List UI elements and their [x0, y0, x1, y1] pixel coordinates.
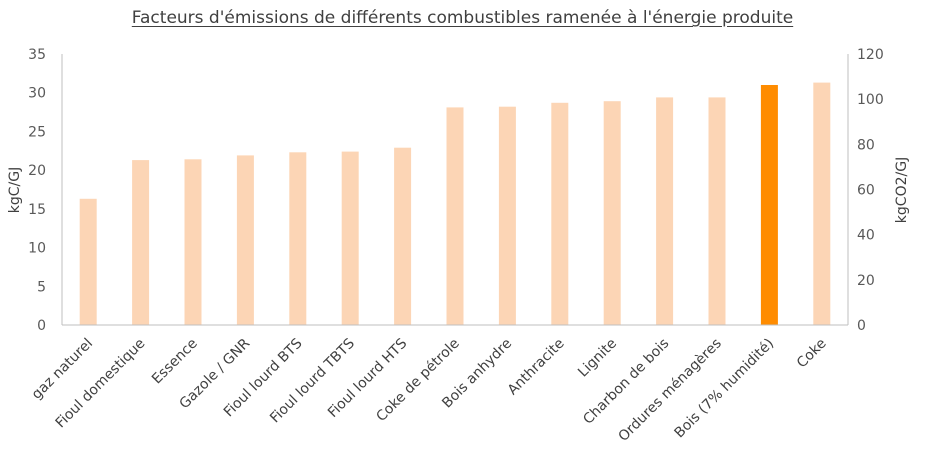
- y-tick-label-1: 5: [37, 279, 46, 295]
- right-tick-labels: 0 20 40 60 80 100 120: [857, 47, 884, 334]
- y-tick-label-5: 25: [28, 124, 46, 140]
- category-label-12: Ordures ménagères: [615, 336, 724, 445]
- y-tick-label-3: 15: [28, 202, 46, 218]
- bar-13: [760, 85, 778, 325]
- bar-14: [813, 82, 831, 325]
- category-label-14: Coke: [794, 336, 830, 372]
- y-tick-label-0: 0: [37, 318, 46, 334]
- bar-10: [603, 101, 621, 325]
- y2-tick-label-6: 120: [857, 47, 884, 63]
- y2-tick-label-0: 0: [857, 318, 866, 334]
- category-label-1: Fioul domestique: [53, 336, 149, 432]
- y2-axis-title: kgCO2/GJ: [894, 157, 910, 223]
- y2-tick-label-5: 100: [857, 92, 884, 108]
- bar-6: [394, 147, 412, 325]
- y-tick-label-7: 35: [28, 47, 46, 63]
- y2-tick-label-4: 80: [857, 137, 875, 153]
- category-label-10: Lignite: [575, 336, 620, 381]
- bar-12: [708, 97, 726, 326]
- category-label-9: Anthracite: [505, 336, 568, 399]
- y2-tick-label-3: 60: [857, 183, 875, 199]
- left-tick-labels: 0 5 10 15 20 25 30 35: [28, 47, 46, 334]
- y-tick-label-4: 20: [28, 163, 46, 179]
- bar-7: [446, 107, 464, 326]
- bar-0: [79, 198, 97, 325]
- y2-tick-label-2: 40: [857, 228, 875, 244]
- bar-3: [236, 155, 254, 325]
- bar-1: [132, 160, 150, 325]
- chart-title: Facteurs d'émissions de différents combu…: [131, 8, 794, 28]
- bar-8: [498, 106, 516, 325]
- bar-2: [184, 159, 202, 325]
- bar-4: [289, 152, 307, 325]
- category-label-2: Essence: [149, 336, 201, 388]
- category-label-13: Bois (7% humidité): [671, 336, 777, 442]
- bar-11: [656, 97, 674, 326]
- bar-9: [551, 102, 569, 325]
- y-axis-title: kgC/GJ: [7, 167, 23, 213]
- y-tick-label-6: 30: [28, 86, 46, 102]
- y-tick-label-2: 10: [28, 241, 46, 257]
- y2-tick-label-1: 20: [857, 273, 875, 289]
- bar-5: [341, 151, 359, 325]
- bars-group: [79, 82, 831, 326]
